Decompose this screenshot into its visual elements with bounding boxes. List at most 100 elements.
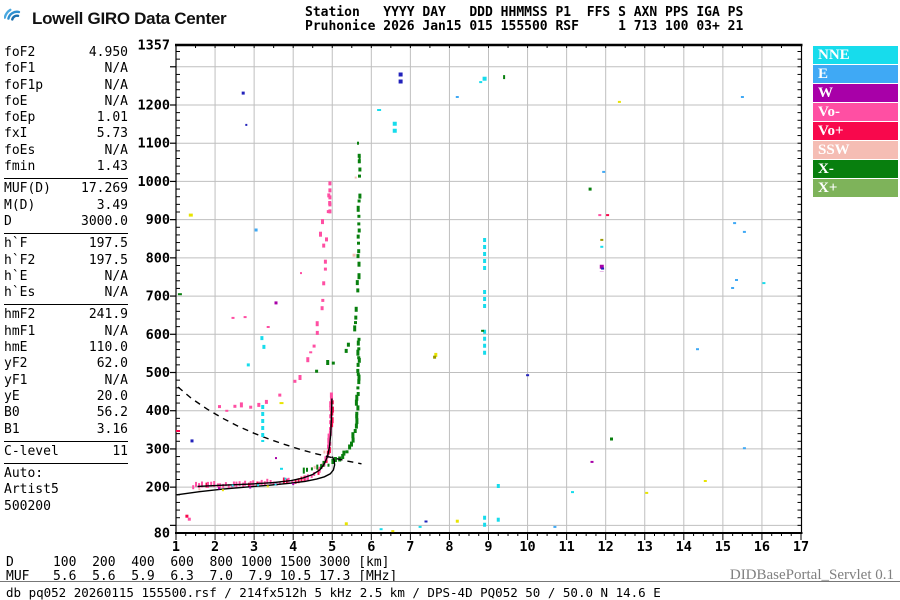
noise-echo: [218, 487, 220, 490]
noise-echo: [602, 170, 606, 173]
param-value: 20.0: [96, 388, 128, 404]
noise-echo: [455, 519, 459, 523]
noise-echo: [696, 348, 699, 351]
param-label: h`Es: [4, 285, 36, 301]
x-tick-label: 11: [558, 539, 574, 555]
noise-echo: [354, 176, 357, 179]
noise-echo: [321, 219, 324, 225]
param-row: yE 20.0: [4, 389, 128, 405]
param-row: C-level 11: [4, 444, 128, 460]
param-value: 3.49: [96, 197, 128, 213]
legend-item-w: W: [813, 84, 898, 102]
lowell-giro-logo: Lowell GIRO Data Center: [3, 5, 227, 33]
param-row: fxI 5.73: [4, 126, 128, 142]
axis-layer: 1 2 3 4 5 6 7 8 9 10 11 12 13 14 15 16 17135712001100100…: [137, 37, 809, 555]
x-tick-label: 14: [676, 539, 692, 555]
x-tick-label: 4: [289, 539, 297, 555]
true-height-profile-curve: [176, 456, 336, 496]
param-row: hmF1 N/A: [4, 324, 128, 340]
status-bar: db pq052 20260115 155500.rsf / 214fx512h…: [0, 581, 900, 600]
noise-echo: [241, 91, 245, 95]
param-value: N/A: [104, 142, 128, 158]
station-info-block: Station YYYY DAY DDD HHMMSS P1 FFS S AXN…: [305, 6, 743, 34]
divider: [4, 304, 128, 306]
noise-echo: [762, 282, 766, 285]
noise-echo: [479, 81, 483, 84]
noise-echo: [190, 439, 194, 443]
param-label: h`E: [4, 268, 28, 284]
signal-arcs-icon: [3, 5, 28, 33]
param-row: hmF2 241.9: [4, 307, 128, 323]
noise-echo: [481, 329, 485, 332]
noise-echo: [598, 214, 602, 217]
F2-X-trace-hop2: [315, 153, 362, 373]
noise-echo: [319, 231, 322, 237]
param-row: yF2 62.0: [4, 356, 128, 372]
auto-scaler-label: Artist5: [4, 482, 59, 498]
x-tick-label: 5: [328, 539, 336, 555]
divider: [4, 463, 128, 465]
y-tick-label: 700: [146, 289, 170, 305]
noise-echo: [418, 525, 422, 528]
noise-echo: [742, 230, 746, 233]
y-tick-label: 800: [146, 250, 170, 266]
param-value: N/A: [104, 323, 128, 339]
legend-item-xminus: X-: [813, 160, 898, 178]
noise-echo: [733, 222, 737, 225]
param-label: yF2: [4, 356, 28, 372]
station-header-row: Station YYYY DAY DDD HHMMSS P1 FFS S AXN…: [305, 5, 744, 20]
param-row: foF2 4.950: [4, 45, 128, 61]
param-label: B0: [4, 405, 20, 421]
noise-echo: [703, 480, 707, 482]
noise-echo: [187, 517, 191, 521]
param-label: fmin: [4, 159, 36, 175]
noise-echo: [266, 485, 269, 488]
trace-layer: [192, 153, 362, 490]
x-tick-label: 2: [211, 539, 219, 555]
x-tick-label: 6: [367, 539, 375, 555]
y-tick-label: 900: [146, 212, 170, 228]
y-tick-label: 400: [146, 403, 170, 419]
param-label: C-level: [4, 443, 59, 459]
param-value: N/A: [104, 61, 128, 77]
x-tick-label: 7: [406, 539, 414, 555]
noise-echo: [571, 491, 574, 494]
param-value: N/A: [104, 372, 128, 388]
legend-item-e: E: [813, 65, 898, 83]
noise-echo: [424, 520, 428, 523]
noise-echo: [553, 525, 557, 528]
noise-echo: [243, 316, 247, 319]
noise-echo: [601, 267, 605, 270]
y-tick-label: 500: [146, 365, 170, 381]
noise-echo: [735, 279, 738, 281]
divider: [4, 178, 128, 180]
noise-echo: [617, 100, 621, 103]
noise-echo: [391, 530, 395, 533]
param-value: 110.0: [88, 340, 128, 356]
muf-transmission-curve: [177, 386, 362, 465]
auto-scaler-label: 500200: [4, 498, 51, 514]
param-value: 5.73: [96, 126, 128, 142]
echo-type-legend: NNE E W Vo- Vo+ SSW X- X+: [813, 46, 898, 198]
param-label: fxI: [4, 126, 28, 142]
otrace-model-curve: [197, 398, 333, 488]
param-value: 4.950: [88, 45, 128, 60]
y-tick-label: 1100: [137, 136, 170, 152]
noise-echo: [358, 155, 361, 160]
y-tick-label: 200: [146, 480, 170, 496]
noise-echo: [245, 123, 248, 126]
noise-echo: [503, 75, 506, 80]
param-value: N/A: [104, 285, 128, 301]
noise-echo: [742, 447, 746, 450]
servlet-version-label: DIDBasePortal_Servlet 0.1: [729, 567, 894, 583]
noise-echo: [590, 460, 594, 463]
legend-item-nne: NNE: [813, 46, 898, 64]
legend-item-ssw: SSW: [813, 141, 898, 159]
noise-echo: [610, 437, 613, 441]
noise-echo: [313, 465, 316, 469]
y-tick-label: 1357: [137, 37, 170, 53]
param-label: h`F2: [4, 252, 36, 268]
param-value: 3.16: [96, 421, 128, 437]
param-label: foF1: [4, 61, 36, 77]
param-value: N/A: [104, 77, 128, 93]
